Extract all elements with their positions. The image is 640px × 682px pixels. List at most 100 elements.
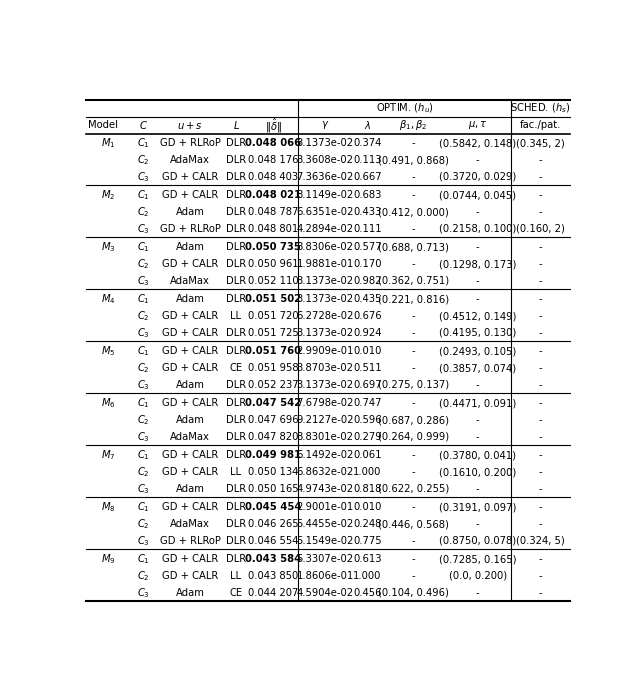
Text: GD + CALR: GD + CALR [162,259,218,269]
Text: SCHED. ($h_s$): SCHED. ($h_s$) [511,102,571,115]
Text: $\lambda$: $\lambda$ [364,119,371,132]
Text: (0.8750, 0.078): (0.8750, 0.078) [439,536,516,546]
Text: 0.051 958: 0.051 958 [248,363,298,373]
Text: -: - [476,155,479,165]
Text: $M_{6}$: $M_{6}$ [100,396,115,410]
Text: -: - [412,346,415,356]
Text: $C_{2}$: $C_{2}$ [137,257,149,271]
Text: 0.924: 0.924 [353,328,381,338]
Text: Adam: Adam [175,380,204,390]
Text: -: - [539,467,543,477]
Text: (0.160, 2): (0.160, 2) [516,224,565,234]
Text: $C_{2}$: $C_{2}$ [137,205,149,219]
Text: 0.676: 0.676 [353,311,381,321]
Text: -: - [476,276,479,286]
Text: -: - [539,242,543,252]
Text: $C_{1}$: $C_{1}$ [137,188,150,202]
Text: -: - [476,432,479,442]
Text: 0.456: 0.456 [353,588,381,598]
Text: DLR: DLR [226,450,246,460]
Text: $C_{3}$: $C_{3}$ [137,482,150,496]
Text: $C_{2}$: $C_{2}$ [137,153,149,167]
Text: 0.248: 0.248 [353,519,381,529]
Text: -: - [412,172,415,182]
Text: 0.050 961: 0.050 961 [248,259,298,269]
Text: 0.046 265: 0.046 265 [248,519,298,529]
Text: -: - [412,328,415,338]
Text: $C_{1}$: $C_{1}$ [137,501,150,514]
Text: (0.1298, 0.173): (0.1298, 0.173) [439,259,516,269]
Text: CE: CE [229,363,243,373]
Text: (0.622, 0.255): (0.622, 0.255) [378,484,449,494]
Text: Adam: Adam [175,484,204,494]
Text: $M_{3}$: $M_{3}$ [100,240,115,254]
Text: 0.048 066: 0.048 066 [245,138,301,148]
Text: GD + CALR: GD + CALR [162,554,218,564]
Text: GD + CALR: GD + CALR [162,311,218,321]
Text: $C_{2}$: $C_{2}$ [137,309,149,323]
Text: GD + CALR: GD + CALR [162,450,218,460]
Text: -: - [539,415,543,425]
Text: 5.1549e-02: 5.1549e-02 [296,536,354,546]
Text: -: - [539,554,543,564]
Text: 0.047 542: 0.047 542 [245,398,301,409]
Text: DLR: DLR [226,554,246,564]
Text: 0.050 735: 0.050 735 [245,242,301,252]
Text: -: - [539,502,543,512]
Text: 8.1149e-02: 8.1149e-02 [296,190,354,201]
Text: -: - [476,588,479,598]
Text: 3.1373e-02: 3.1373e-02 [296,294,354,304]
Text: DLR: DLR [226,172,246,182]
Text: (0.324, 5): (0.324, 5) [516,536,565,546]
Text: -: - [539,398,543,409]
Text: 0.775: 0.775 [353,536,381,546]
Text: (0.264, 0.999): (0.264, 0.999) [378,432,449,442]
Text: 0.279: 0.279 [353,432,381,442]
Text: -: - [539,311,543,321]
Text: DLR: DLR [226,398,246,409]
Text: DLR: DLR [226,502,246,512]
Text: GD + CALR: GD + CALR [162,190,218,201]
Text: -: - [412,467,415,477]
Text: 0.047 696: 0.047 696 [248,415,298,425]
Text: 0.044 207: 0.044 207 [248,588,298,598]
Text: GD + CALR: GD + CALR [162,172,218,182]
Text: DLR: DLR [226,294,246,304]
Text: $C_{3}$: $C_{3}$ [137,222,150,236]
Text: 0.010: 0.010 [353,502,381,512]
Text: (0.491, 0.868): (0.491, 0.868) [378,155,449,165]
Text: -: - [412,190,415,201]
Text: 0.818: 0.818 [353,484,381,494]
Text: -: - [476,519,479,529]
Text: 0.048 403: 0.048 403 [248,172,298,182]
Text: 0.433: 0.433 [353,207,381,217]
Text: $M_{8}$: $M_{8}$ [100,501,115,514]
Text: (0.5842, 0.148): (0.5842, 0.148) [439,138,516,148]
Text: 4.2894e-02: 4.2894e-02 [296,224,354,234]
Text: $M_{9}$: $M_{9}$ [100,552,115,566]
Text: $C_{1}$: $C_{1}$ [137,136,150,150]
Text: (0.4195, 0.130): (0.4195, 0.130) [439,328,516,338]
Text: 5.3307e-02: 5.3307e-02 [296,554,354,564]
Text: DLR: DLR [226,415,246,425]
Text: Adam: Adam [175,294,204,304]
Text: DLR: DLR [226,155,246,165]
Text: (0.275, 0.137): (0.275, 0.137) [378,380,449,390]
Text: (0.3780, 0.041): (0.3780, 0.041) [439,450,516,460]
Text: -: - [412,138,415,148]
Text: 0.046 554: 0.046 554 [248,536,298,546]
Text: $C_{1}$: $C_{1}$ [137,396,150,410]
Text: 0.577: 0.577 [353,242,381,252]
Text: Adam: Adam [175,415,204,425]
Text: $C_{3}$: $C_{3}$ [137,586,150,599]
Text: DLR: DLR [226,346,246,356]
Text: 0.111: 0.111 [353,224,381,234]
Text: $\beta_1, \beta_2$: $\beta_1, \beta_2$ [399,119,428,132]
Text: GD + CALR: GD + CALR [162,363,218,373]
Text: (0.2493, 0.105): (0.2493, 0.105) [439,346,516,356]
Text: 0.048 176: 0.048 176 [248,155,298,165]
Text: (0.3720, 0.029): (0.3720, 0.029) [439,172,516,182]
Text: Model: Model [88,121,118,130]
Text: 2.9001e-01: 2.9001e-01 [296,502,354,512]
Text: -: - [412,536,415,546]
